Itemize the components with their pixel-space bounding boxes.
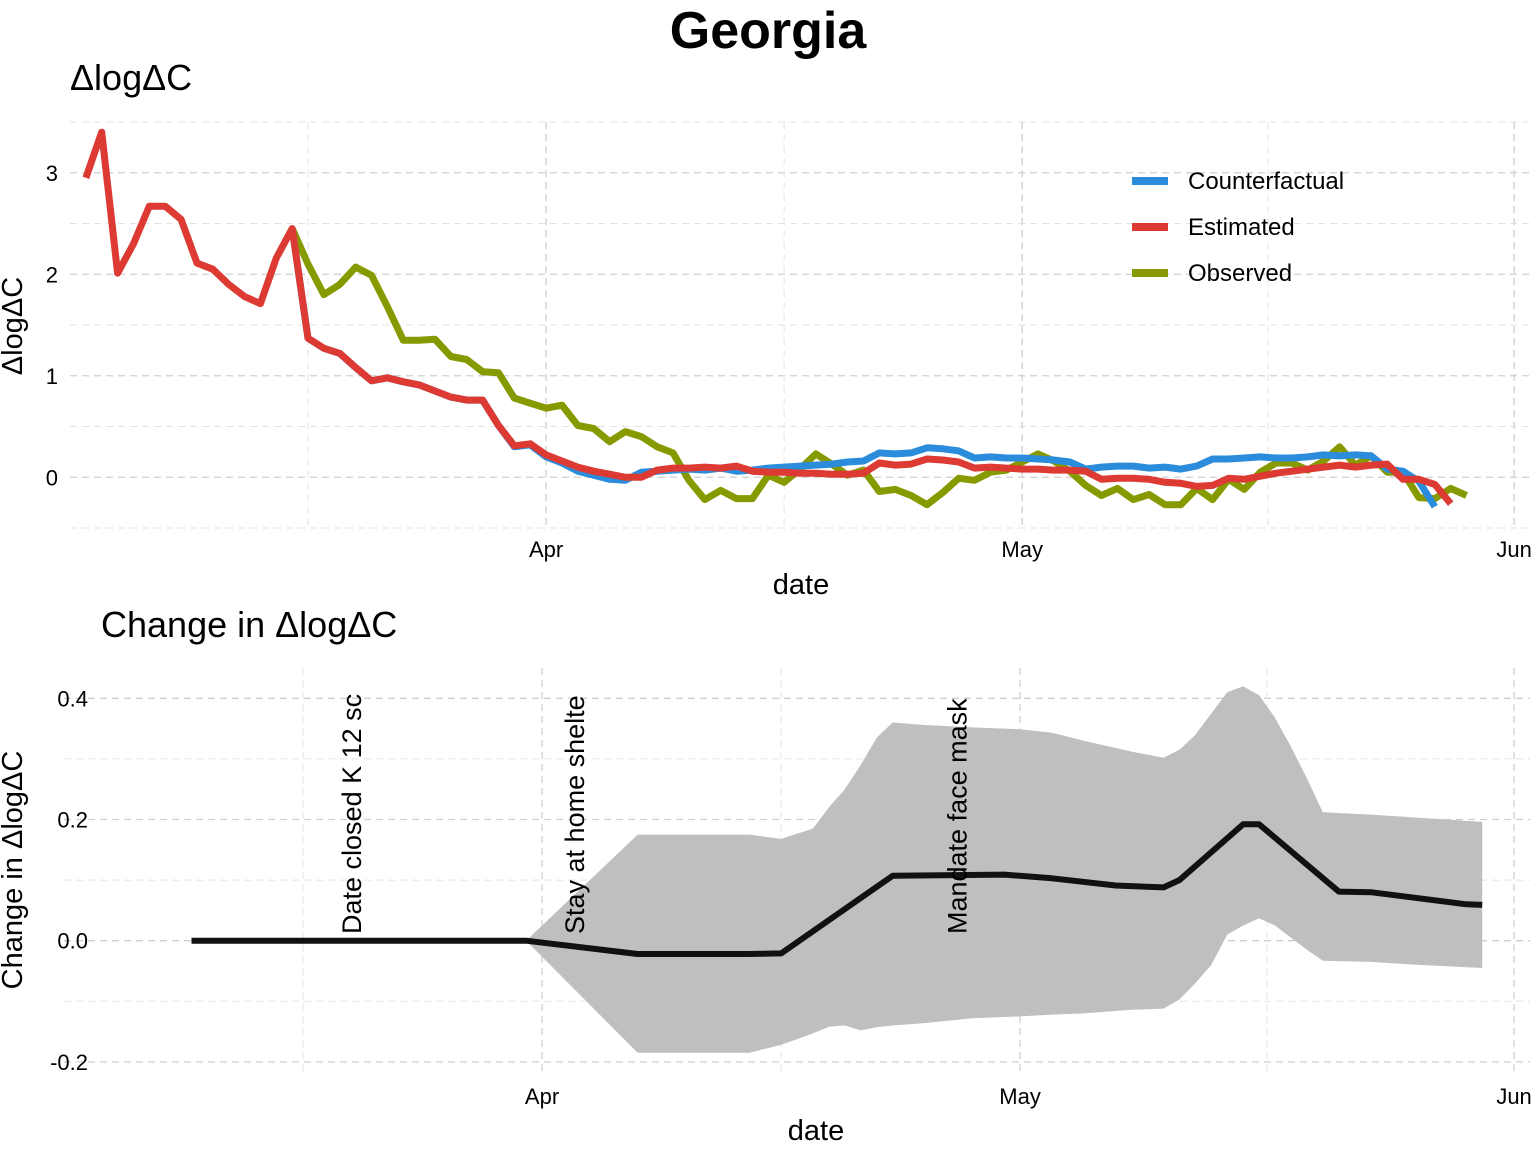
panel1-y-axis-title: ΔlogΔC xyxy=(0,277,29,375)
event-annotation-label: Stay at home shelte xyxy=(560,695,590,934)
x-tick-label: May xyxy=(1001,537,1043,562)
x-tick-label: Jun xyxy=(1496,537,1531,562)
panel1-y-axis: 0 1 2 3 xyxy=(46,161,58,491)
panel-change-dlogdc: Change in ΔlogΔC -0.2 0.0 0.2 0.4 Apr May Jun… xyxy=(0,604,1532,1147)
panel2-confidence-band xyxy=(526,686,1483,1053)
panel2-series xyxy=(191,821,1483,957)
legend-label: Estimated xyxy=(1188,214,1295,241)
panel1-x-axis: Apr May Jun xyxy=(529,537,1532,562)
figure-title: Georgia xyxy=(670,2,868,60)
y-tick-label: 0.4 xyxy=(57,686,88,711)
confidence-band-area xyxy=(526,686,1483,1053)
legend-label: Counterfactual xyxy=(1188,168,1344,195)
y-tick-label: 0.0 xyxy=(57,929,88,954)
y-tick-label: 0 xyxy=(46,465,58,490)
change-line xyxy=(191,821,1483,957)
y-tick-label: 0.2 xyxy=(57,807,88,832)
y-tick-label: 3 xyxy=(46,161,58,186)
x-tick-label: Apr xyxy=(525,1084,559,1109)
panel1-title: ΔlogΔC xyxy=(70,57,192,98)
y-tick-label: 1 xyxy=(46,364,58,389)
y-tick-label: 2 xyxy=(46,262,58,287)
panel1-legend: Counterfactual Estimated Observed xyxy=(1132,168,1344,287)
event-annotation-label: Date closed K 12 sc xyxy=(337,694,367,934)
panel2-annotations: Date closed K 12 sc Stay at home shelte Ma… xyxy=(337,694,973,934)
x-tick-label: May xyxy=(999,1084,1041,1109)
series-line-observed xyxy=(289,227,1468,509)
panel2-title: Change in ΔlogΔC xyxy=(101,604,397,645)
x-tick-label: Apr xyxy=(529,537,563,562)
panel2-y-axis-title: Change in ΔlogΔC xyxy=(0,751,29,990)
series-line-estimated xyxy=(82,128,1454,506)
panel1-x-axis-title: date xyxy=(773,569,829,601)
y-tick-label: -0.2 xyxy=(50,1050,88,1075)
event-annotation-label: Mandate face mask xyxy=(942,698,972,934)
panel2-x-axis: Apr May Jun xyxy=(525,1084,1532,1109)
x-tick-label: Jun xyxy=(1496,1084,1531,1109)
panel-dlogdc: ΔlogΔC 0 1 2 3 Apr May Jun date ΔlogΔC Counte… xyxy=(0,57,1532,601)
panel1-grid xyxy=(70,121,1530,529)
panel2-x-axis-title: date xyxy=(788,1115,844,1147)
panel1-series xyxy=(82,128,1468,509)
panel2-y-axis: -0.2 0.0 0.2 0.4 xyxy=(50,686,88,1075)
legend-label: Observed xyxy=(1188,260,1292,287)
